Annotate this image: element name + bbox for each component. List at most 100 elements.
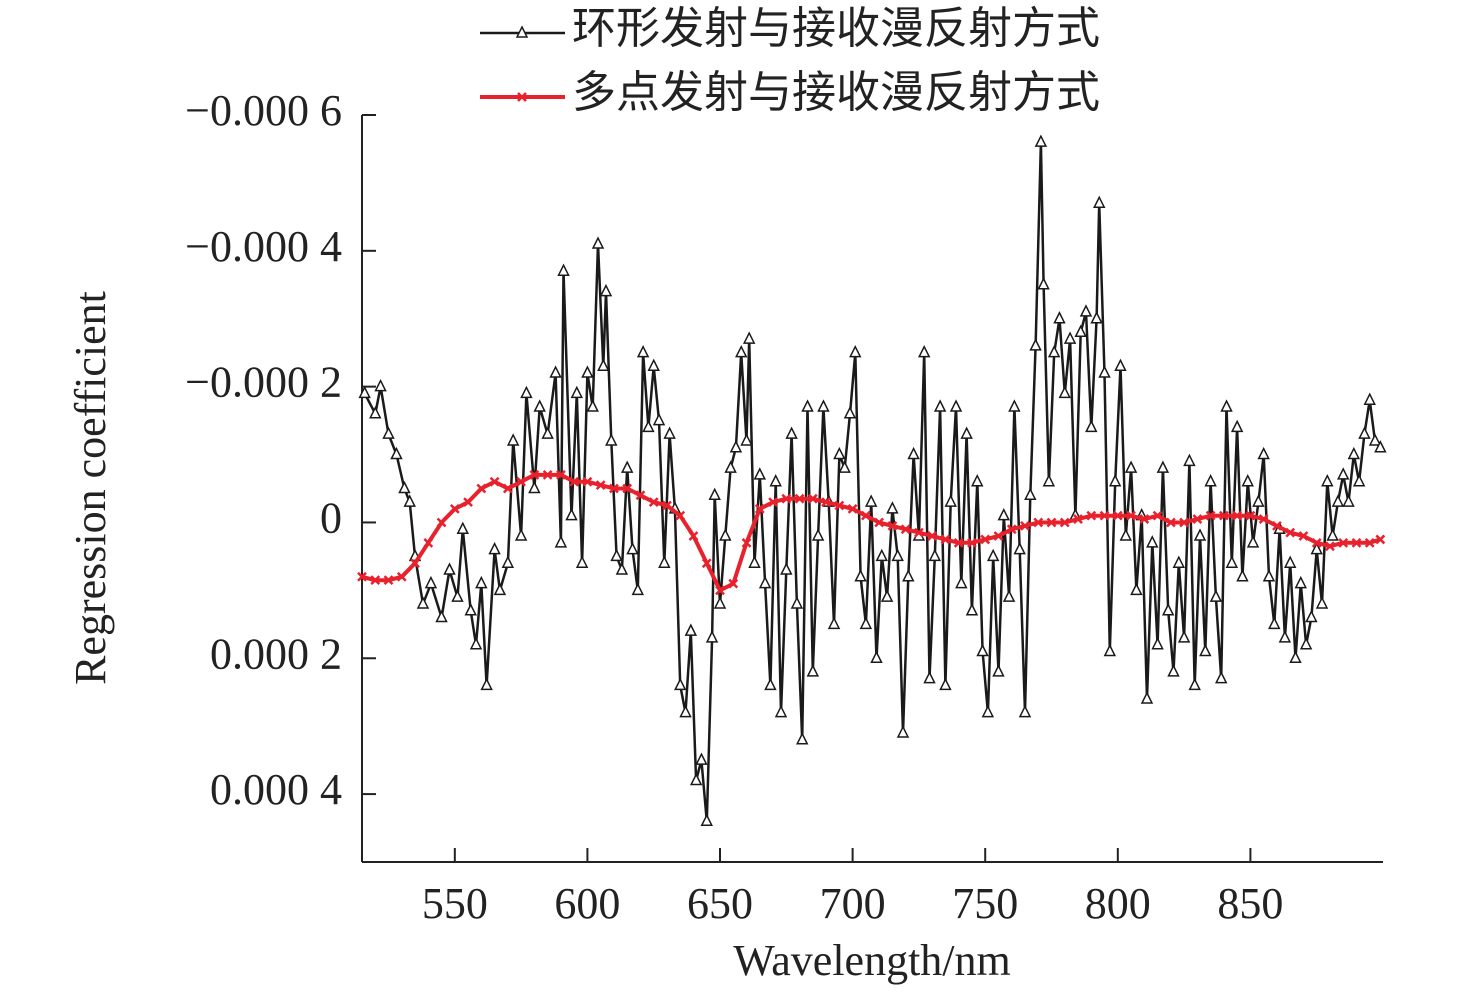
marker xyxy=(1278,630,1292,643)
marker xyxy=(1108,474,1122,487)
marker xyxy=(443,562,456,575)
marker xyxy=(724,460,737,473)
marker xyxy=(874,517,885,528)
marker xyxy=(1161,603,1175,616)
marker xyxy=(1230,419,1244,433)
marker xyxy=(396,571,407,582)
marker xyxy=(648,497,659,507)
marker xyxy=(642,419,655,433)
marker xyxy=(838,460,851,473)
marker xyxy=(1139,514,1150,524)
marker xyxy=(1130,582,1143,596)
marker xyxy=(1310,541,1323,555)
marker xyxy=(679,704,692,718)
marker xyxy=(1008,399,1021,412)
marker xyxy=(502,483,513,494)
marker xyxy=(1042,474,1056,487)
marker xyxy=(1299,637,1313,650)
marker xyxy=(464,603,477,616)
marker xyxy=(369,406,382,419)
marker xyxy=(416,596,430,609)
marker xyxy=(615,562,629,575)
marker xyxy=(875,548,888,562)
marker xyxy=(1018,704,1032,718)
marker xyxy=(463,497,473,507)
marker xyxy=(834,500,845,511)
marker xyxy=(1326,528,1339,541)
marker xyxy=(1140,691,1154,704)
marker xyxy=(1112,510,1123,521)
marker xyxy=(992,664,1005,677)
marker xyxy=(1368,433,1382,446)
marker xyxy=(1114,358,1127,372)
marker xyxy=(900,524,911,535)
marker xyxy=(796,732,809,745)
marker xyxy=(1024,487,1037,501)
marker xyxy=(488,541,501,555)
marker xyxy=(1305,609,1318,623)
marker xyxy=(967,537,977,548)
marker xyxy=(1220,399,1233,412)
marker xyxy=(610,548,623,562)
marker xyxy=(1325,541,1335,552)
marker xyxy=(1337,467,1350,480)
marker xyxy=(1342,494,1355,507)
marker xyxy=(993,531,1004,541)
marker xyxy=(833,446,846,460)
marker xyxy=(754,503,765,514)
marker xyxy=(1209,589,1223,602)
marker xyxy=(476,483,487,494)
marker xyxy=(436,517,447,528)
marker xyxy=(456,521,469,534)
y-tick-label: 0.000 4 xyxy=(210,765,342,814)
marker xyxy=(501,555,515,568)
marker xyxy=(790,596,804,609)
marker xyxy=(886,501,899,514)
marker xyxy=(1029,338,1042,351)
marker xyxy=(597,358,610,372)
marker xyxy=(1246,535,1260,548)
y-tick-label: −0.000 2 xyxy=(185,358,342,407)
marker xyxy=(1285,527,1296,538)
marker xyxy=(631,582,645,596)
marker xyxy=(1262,569,1276,582)
marker xyxy=(891,548,904,562)
marker xyxy=(1252,494,1265,507)
marker xyxy=(549,365,562,378)
marker xyxy=(1165,517,1176,528)
marker xyxy=(1193,528,1207,541)
marker xyxy=(586,399,599,412)
marker xyxy=(780,562,793,575)
marker xyxy=(960,426,973,439)
marker xyxy=(635,490,646,501)
marker xyxy=(493,582,507,596)
marker xyxy=(1298,531,1309,541)
marker xyxy=(1283,555,1297,568)
marker xyxy=(435,609,448,623)
marker xyxy=(801,399,814,412)
marker xyxy=(864,494,878,507)
marker xyxy=(1241,474,1254,487)
marker xyxy=(917,345,931,358)
marker xyxy=(1119,528,1132,541)
x-tick-label: 750 xyxy=(952,879,1018,928)
marker xyxy=(647,358,660,372)
marker xyxy=(713,596,727,609)
legend-marker xyxy=(515,25,529,38)
marker xyxy=(390,446,403,460)
marker xyxy=(953,537,964,548)
marker xyxy=(581,365,594,378)
y-tick-label: −0.000 6 xyxy=(185,86,342,135)
x-tick-label: 800 xyxy=(1085,879,1151,928)
marker xyxy=(569,476,580,487)
marker xyxy=(1086,510,1097,521)
x-axis-label: Wavelength/nm xyxy=(733,936,1011,985)
marker xyxy=(1093,195,1106,209)
marker xyxy=(1258,514,1269,524)
marker xyxy=(542,470,553,480)
marker xyxy=(449,503,460,514)
marker xyxy=(965,603,979,616)
marker xyxy=(370,575,381,586)
marker xyxy=(859,616,873,630)
marker xyxy=(1167,664,1180,677)
